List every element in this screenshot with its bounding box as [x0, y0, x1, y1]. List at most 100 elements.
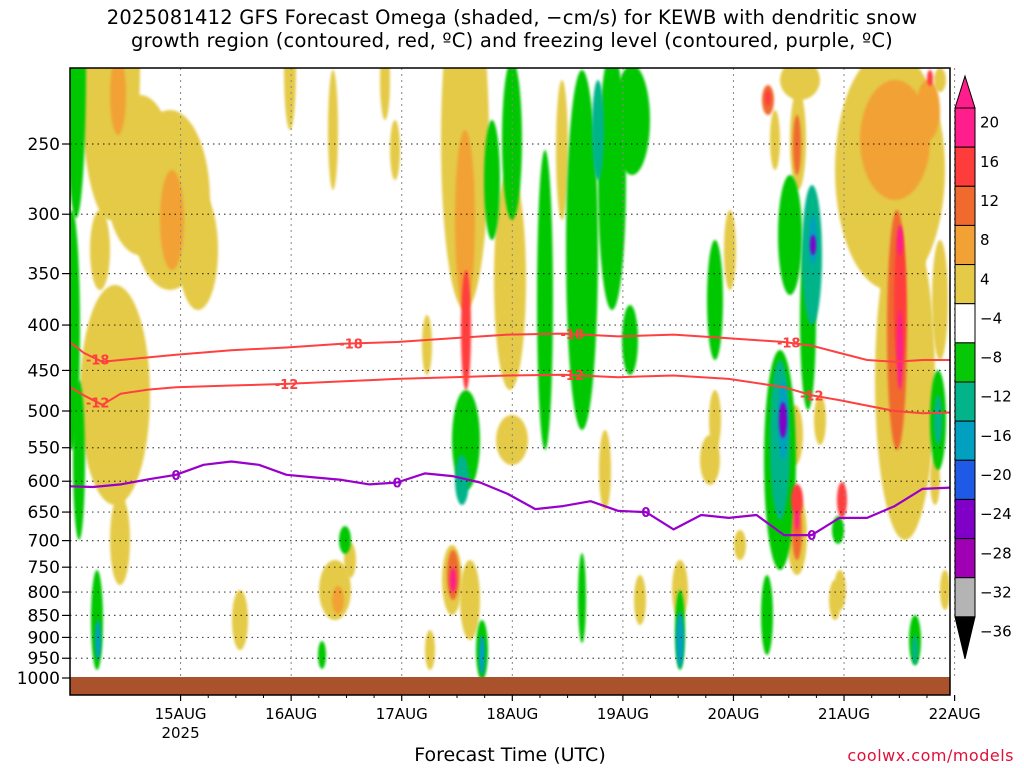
omega-shade-cell	[934, 395, 942, 445]
x-tick-label: 20AUG	[707, 705, 759, 723]
contour-label: -12	[86, 396, 110, 411]
omega-shade-cell	[448, 68, 460, 160]
omega-shade-cell	[425, 630, 435, 670]
colorbar-swatch	[954, 303, 976, 344]
x-tick-label: 17AUG	[376, 705, 428, 723]
y-tick-label: 450	[28, 361, 60, 381]
omega-shade-cell	[90, 210, 110, 290]
omega-shade-cell	[455, 130, 475, 310]
colorbar-legend: 20 16 12 8 4 −4 −8 −12 −16 −20 −24 −28 −32 −36	[954, 74, 1012, 659]
y-tick-label: 950	[28, 649, 60, 669]
omega-shade-cell	[724, 210, 736, 290]
omega-shade-cell	[80, 285, 150, 505]
omega-shade-cell	[912, 635, 918, 665]
plot-frame	[69, 67, 951, 696]
omega-shade-cell	[566, 70, 598, 430]
ground-strip	[70, 677, 950, 695]
omega-shade-cell	[502, 68, 522, 220]
omega-shade-cell	[318, 641, 326, 669]
source-credit: coolwx.com/models	[847, 746, 1014, 765]
y-tick-label: 600	[28, 472, 60, 492]
omega-shade-cell	[778, 175, 802, 295]
colorbar-top-arrow	[954, 74, 976, 109]
colorbar-swatch	[954, 420, 976, 461]
omega-shade-cell	[860, 80, 930, 200]
colorbar-label: −36	[980, 623, 1012, 641]
colorbar-label: −28	[980, 544, 1012, 562]
y-tick-label: 500	[28, 402, 60, 422]
omega-shade-cell	[707, 240, 723, 360]
y-tick-label: 550	[28, 439, 60, 459]
x-tick-sublabel: 2025	[161, 724, 199, 742]
colorbar-swatch	[954, 498, 976, 540]
omega-shade-cell	[622, 305, 638, 375]
omega-shade-cell	[793, 115, 801, 175]
y-tick-label: 900	[28, 628, 60, 648]
y-tick-label: 350	[28, 265, 60, 285]
colorbar-label: −16	[980, 427, 1012, 445]
omega-shade-cell	[479, 635, 485, 675]
omega-shade-cell	[284, 68, 296, 130]
omega-shade-cell	[484, 120, 500, 240]
omega-shade-cell	[934, 68, 946, 92]
omega-shade-cell	[829, 580, 841, 620]
grid-lines	[70, 68, 956, 677]
omega-shade-cell	[332, 586, 344, 614]
omega-shade-cell	[556, 80, 568, 220]
y-tick-label: 1000	[17, 669, 60, 689]
omega-shade-cell	[232, 590, 248, 650]
x-tick-label: 22AUG	[929, 705, 981, 723]
omega-shade-cell	[578, 553, 586, 643]
contour-line--18	[70, 332, 950, 363]
colorbar-swatch	[954, 185, 976, 226]
x-tick-label: 18AUG	[486, 705, 538, 723]
x-axis-title: Forecast Time (UTC)	[414, 744, 606, 766]
omega-shade-cell	[709, 390, 721, 450]
omega-shade-cell	[422, 315, 432, 375]
contour-label: 0	[393, 477, 402, 492]
x-tick-label: 21AUG	[818, 705, 870, 723]
omega-shade-cell	[328, 70, 338, 190]
contour-label: 0	[641, 506, 650, 521]
contour-label: -18	[86, 354, 110, 369]
colorbar-label: −24	[980, 505, 1012, 523]
omega-shade-cell	[110, 68, 126, 135]
colorbar-label: 12	[980, 192, 999, 210]
contour-line--12	[70, 373, 950, 415]
omega-shade-cell	[537, 150, 553, 450]
omega-shade-cell	[832, 516, 844, 544]
colorbar-swatch	[954, 342, 976, 383]
y-tick-label: 650	[28, 503, 60, 523]
omega-shade-cell	[339, 526, 351, 554]
chart-title: 2025081412 GFS Forecast Omega (shaded, −…	[106, 6, 918, 52]
omega-shade-cell	[461, 270, 471, 390]
contour-label: -12	[275, 378, 299, 393]
omega-shade-cell	[390, 120, 400, 180]
colorbar-label: 8	[980, 231, 990, 249]
colorbar-swatch	[954, 146, 976, 187]
y-tick-label: 700	[28, 532, 60, 552]
omega-shade-cell	[897, 310, 903, 390]
omega-shade-cell	[770, 110, 780, 170]
omega-shade-cell	[795, 510, 799, 530]
contour-label: -18	[560, 328, 584, 343]
omega-shade-cell	[940, 570, 950, 610]
omega-shade-cell	[927, 70, 933, 86]
colorbar-swatch	[954, 107, 976, 148]
omega-shade-cell	[599, 430, 611, 510]
omega-shade-cell	[700, 435, 720, 485]
omega-shade-cell	[791, 484, 803, 516]
contour-label: 0	[807, 529, 816, 544]
colorbar-label: −4	[980, 309, 1002, 327]
contour-label: -18	[777, 337, 801, 352]
y-tick-label: 750	[28, 558, 60, 578]
omega-shade-cell	[734, 530, 746, 560]
colorbar-label: −20	[980, 466, 1012, 484]
omega-shade-cell	[779, 402, 787, 438]
colorbar-swatch	[954, 577, 976, 618]
omega-shade-cell	[380, 68, 390, 120]
y-tick-label: 250	[28, 135, 60, 155]
omega-shade-cell	[837, 482, 847, 518]
